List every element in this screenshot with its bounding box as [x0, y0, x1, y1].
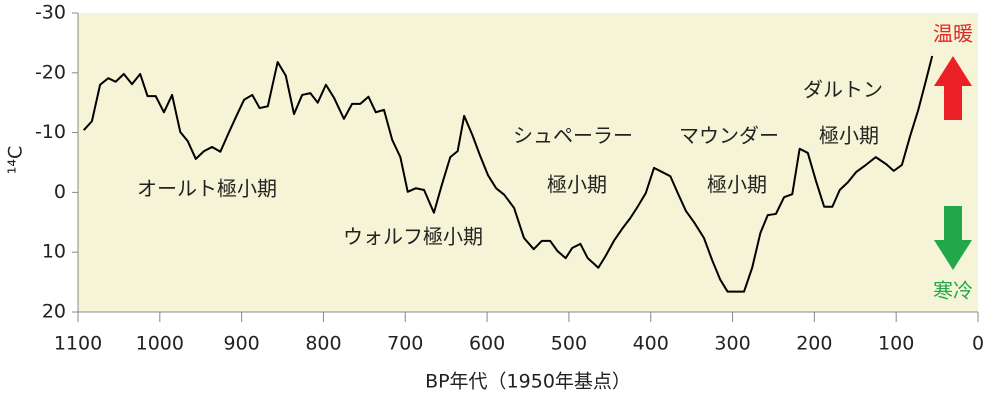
annotation: ダルトン — [803, 78, 883, 102]
x-tick-label: 300 — [714, 333, 750, 355]
x-tick-label: 1100 — [54, 333, 102, 355]
y-tick-label: 20 — [42, 301, 66, 323]
annotation: 極小期 — [707, 173, 767, 197]
annotation: ウォルフ極小期 — [343, 225, 483, 249]
annotation: マウンダー — [679, 124, 779, 148]
x-tick-label: 400 — [633, 333, 669, 355]
annotation: 極小期 — [547, 173, 607, 197]
y-tick-label: -10 — [35, 121, 66, 143]
y-tick-label: 0 — [54, 181, 66, 203]
cold-label: 寒冷 — [933, 279, 973, 303]
x-tick-label: 0 — [972, 333, 984, 355]
x-tick-label: 100 — [878, 333, 914, 355]
warm-arrow — [934, 56, 972, 120]
x-tick-label: 600 — [469, 333, 505, 355]
annotation: シュペーラー — [513, 124, 633, 148]
y-tick-label: -20 — [35, 61, 66, 83]
annotation: 極小期 — [819, 124, 879, 148]
x-tick-label: 500 — [551, 333, 587, 355]
annotation: オールト極小期 — [137, 177, 277, 201]
y-tick-label: 10 — [42, 241, 66, 263]
x-axis-title: BP年代（1950年基点） — [425, 371, 631, 393]
x-tick-label: 200 — [796, 333, 832, 355]
x-tick-label: 800 — [305, 333, 341, 355]
cold-arrow — [934, 206, 972, 270]
line — [82, 55, 934, 293]
warm-label: 温暖 — [933, 22, 973, 46]
x-tick-label: 1000 — [136, 333, 184, 355]
y-axis-title: ¹⁴C — [5, 146, 27, 175]
x-tick-label: 900 — [224, 333, 260, 355]
x-tick-label: 700 — [387, 333, 423, 355]
y-tick-label: -30 — [35, 2, 66, 24]
plot-area — [78, 13, 978, 312]
